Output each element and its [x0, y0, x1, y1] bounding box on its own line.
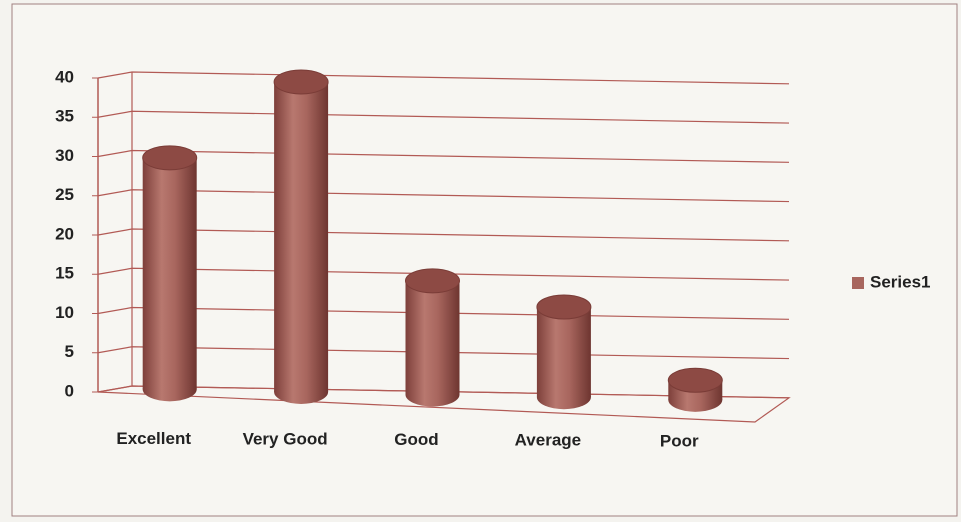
y-tick-label: 20: [55, 224, 74, 243]
legend-label: Series1: [870, 272, 931, 291]
cylinder-base: [405, 382, 460, 407]
grid-line: [97, 189, 790, 203]
bar: [536, 294, 592, 410]
y-tick-label: 5: [65, 342, 74, 361]
grid-line: [97, 110, 790, 124]
x-tick-label: Excellent: [116, 429, 191, 448]
y-tick-label: 30: [55, 146, 74, 165]
y-tick-label: 35: [55, 107, 74, 126]
y-tick-label: 0: [65, 381, 74, 400]
cylinder-top: [273, 69, 329, 95]
x-tick-label: Good: [394, 430, 438, 449]
cylinder-top: [405, 268, 460, 294]
x-tick-label: Poor: [660, 431, 699, 450]
cylinder-body: [536, 306, 591, 398]
cylinder-top: [667, 367, 723, 393]
grid-line: [97, 228, 790, 242]
bar: [142, 145, 198, 402]
bar: [405, 268, 460, 407]
cylinder-base: [274, 379, 329, 404]
cylinder-base: [142, 377, 197, 402]
bar: [667, 367, 723, 412]
cylinder-base: [536, 385, 591, 410]
cylinder-top: [536, 294, 592, 320]
cylinder-body: [274, 81, 329, 392]
y-tick-label: 10: [55, 303, 74, 322]
x-tick-label: Very Good: [243, 429, 328, 448]
grid-line: [97, 267, 790, 281]
bar: [273, 69, 329, 404]
y-tick-label: 25: [55, 185, 74, 204]
y-tick-label: 15: [55, 264, 74, 283]
x-tick-label: Average: [515, 431, 581, 450]
plot-area: 0 5 10 15 20 25 30 35 40 Excellent Very Good Good Av…: [55, 67, 930, 450]
grid-line: [97, 149, 790, 163]
cylinder-base: [668, 387, 723, 412]
legend-swatch: [852, 277, 864, 289]
cylinder-body: [405, 280, 460, 395]
grid-line: [97, 71, 790, 85]
y-tick-label: 40: [55, 67, 74, 86]
cylinder-top: [142, 145, 198, 171]
cylinder-body: [142, 157, 197, 390]
